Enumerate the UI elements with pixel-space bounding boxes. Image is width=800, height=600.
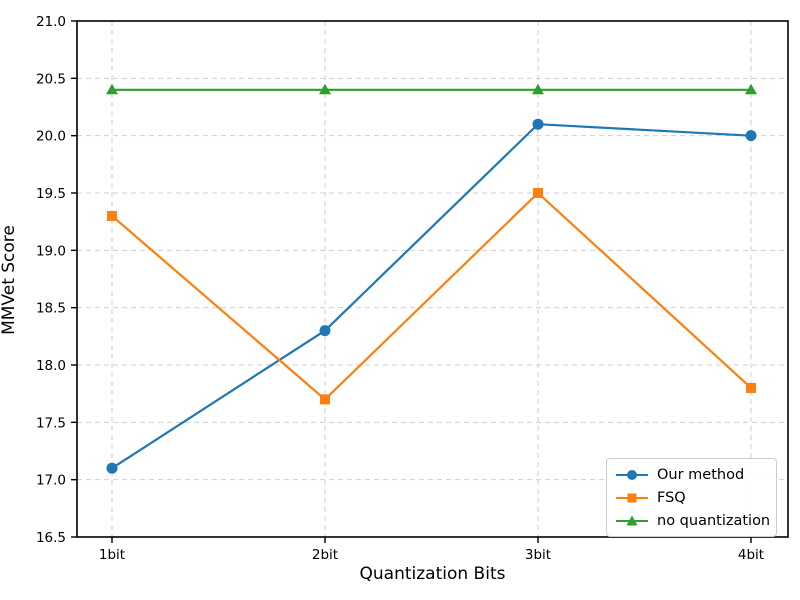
y-axis-label: MMVet Score [0,225,19,335]
legend-label: no quantization [657,512,771,529]
legend-item-fsq: FSQ [615,488,768,507]
data-point [319,83,331,95]
data-point [533,188,543,198]
data-point [532,118,544,130]
data-point [319,325,331,337]
data-point [746,382,756,393]
y-tick-label: 17.0 [36,473,66,489]
y-tick-label: 16.5 [36,530,66,546]
data-point [107,210,117,221]
y-tick-label: 17.5 [36,415,66,431]
legend-label: FSQ [657,489,686,506]
data-point [745,130,757,142]
data-point [320,394,330,405]
y-tick-label: 20.0 [36,129,66,145]
x-axis-label: Quantization Bits [359,564,506,584]
series-line [111,123,752,470]
data-point [532,83,544,95]
legend: Our method FSQ no quantization [606,458,777,537]
x-tick-label: 3bit [525,547,551,563]
x-tick-label: 2bit [312,547,338,563]
data-series [106,83,757,474]
x-tick-label: 4bit [738,547,764,563]
plot-frame [76,20,789,538]
x-tick-label: 1bit [99,547,125,563]
legend-label: Our method [657,466,745,483]
line-triangle-marker-icon [616,515,648,525]
y-tick-label: 19.0 [36,243,66,259]
legend-item-no-quantization: no quantization [615,511,771,530]
y-tick-label: 20.5 [36,71,66,87]
legend-item-our-method: Our method [615,465,768,484]
line-circle-marker-icon [616,469,648,480]
y-tick-label: 19.5 [36,186,66,202]
data-point [106,462,118,474]
series-line [111,191,752,401]
y-tick-label: 18.0 [36,358,66,374]
data-point [745,83,757,95]
line-square-marker-icon [616,493,648,502]
y-tick-label: 21.0 [36,14,66,30]
axes [71,20,789,543]
y-tick-label: 18.5 [36,301,66,317]
data-point [106,83,118,95]
tick-labels: 16.5 17.0 17.5 18.0 18.5 19.0 19.5 20.0 20.5 21.0… [36,14,764,563]
